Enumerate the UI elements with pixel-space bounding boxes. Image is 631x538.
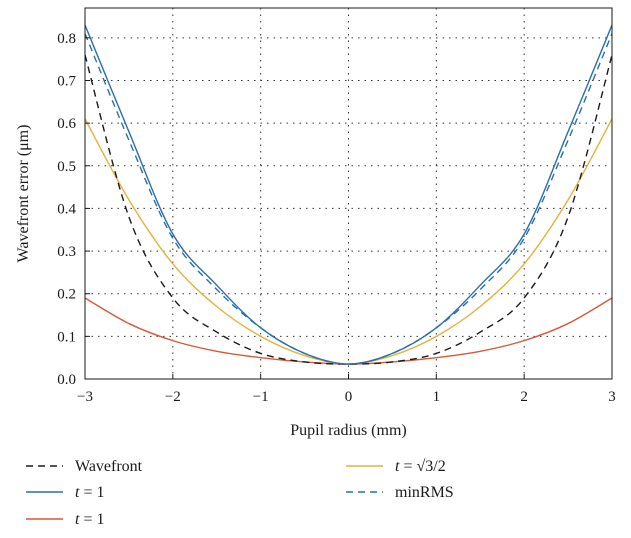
x-tick-label: 1 (433, 389, 441, 405)
y-axis-label: Wavefront error (μm) (15, 125, 32, 263)
x-tick-label: 3 (608, 389, 616, 405)
legend-label-c1-0: Wavefront (75, 458, 143, 475)
x-tick-label: −3 (77, 389, 93, 405)
y-tick-label: 0.8 (57, 31, 76, 47)
y-axis-ticks: 0.0 0.1 0.2 0.3 0.4 0.5 0.6 0.7 0.8 (57, 31, 90, 388)
y-tick-label: 0.5 (57, 159, 76, 175)
y-tick-label: 0.4 (57, 201, 76, 217)
y-tick-label: 0.1 (57, 329, 76, 345)
legend-label-c2-0: t = √3/2 (395, 458, 446, 475)
y-tick-label: 0.0 (57, 372, 76, 388)
x-axis-label: Pupil radius (mm) (290, 422, 406, 439)
plot-frame (84, 7, 613, 380)
x-tick-label: 0 (345, 389, 353, 405)
y-tick-label: 0.6 (57, 116, 76, 132)
legend-label-c1-2: t = 1 (75, 511, 104, 528)
series-line-0 (84, 54, 613, 365)
x-axis-ticks: −3 −2 −1 0 1 2 3 (77, 374, 616, 405)
y-tick-label: 0.3 (57, 244, 76, 260)
y-tick-label: 0.7 (57, 73, 76, 89)
x-tick-label: −2 (165, 389, 181, 405)
grid-lines (85, 8, 612, 379)
legend: Wavefront t = 1 t = 1 t = √3/2 minRMS (26, 458, 454, 528)
series-line-1 (84, 24, 613, 365)
series-layer (84, 24, 613, 365)
legend-label-c2-1: minRMS (395, 484, 454, 501)
y-tick-label: 0.2 (57, 287, 76, 303)
x-tick-label: 2 (520, 389, 528, 405)
legend-label-c1-1: t = 1 (75, 484, 104, 501)
x-tick-label: −1 (253, 389, 269, 405)
